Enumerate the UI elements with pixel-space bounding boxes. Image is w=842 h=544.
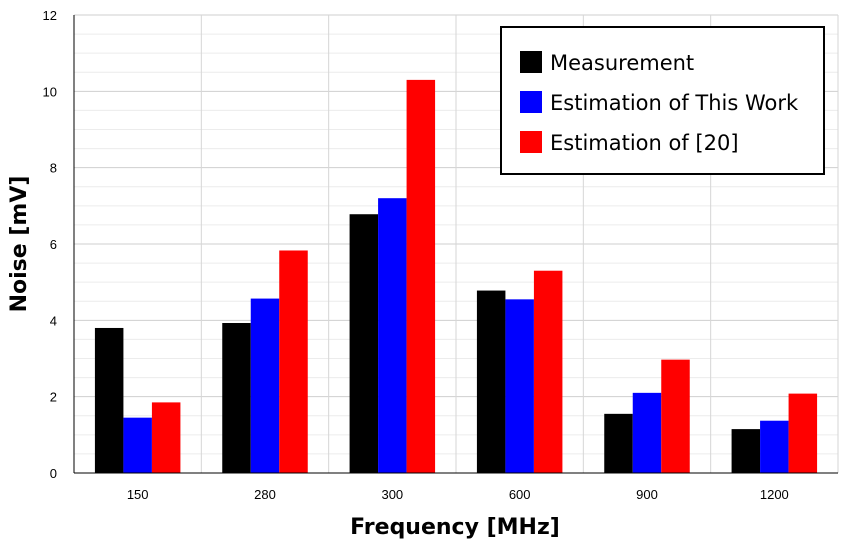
legend-label: Measurement <box>550 51 694 75</box>
y-tick-label: 2 <box>50 390 57 405</box>
legend-swatch <box>520 131 542 153</box>
y-tick-label: 0 <box>50 466 57 481</box>
legend-swatch <box>520 51 542 73</box>
bar <box>349 214 379 474</box>
x-tick-label: 300 <box>381 487 403 502</box>
legend-label: Estimation of [20] <box>550 131 739 155</box>
bar <box>661 359 690 473</box>
x-tick-label: 280 <box>254 487 276 502</box>
legend-label: Estimation of This Work <box>550 91 799 115</box>
axes <box>73 15 838 474</box>
x-tick-label: 150 <box>127 487 149 502</box>
bar <box>406 79 436 473</box>
x-axis-title: Frequency [MHz] <box>350 515 560 540</box>
bar <box>250 298 280 473</box>
x-tick-label: 900 <box>636 487 658 502</box>
y-tick-label: 4 <box>50 313 57 328</box>
y-tick-label: 6 <box>50 237 57 252</box>
legend-box <box>500 26 825 175</box>
y-tick-labels: 0 2 4 6 8 10 12 <box>43 8 57 481</box>
bar <box>533 270 563 473</box>
y-tick-label: 12 <box>43 8 57 23</box>
x-tick-labels: 150 280 300 600 900 1200 <box>127 487 789 502</box>
bar <box>123 417 152 473</box>
bar <box>604 413 633 473</box>
bar <box>151 402 181 473</box>
bar <box>632 392 662 473</box>
legend-swatch <box>520 91 542 113</box>
bar <box>788 393 818 473</box>
bar <box>760 420 789 473</box>
bar <box>378 198 407 473</box>
bar <box>94 327 124 473</box>
y-tick-label: 8 <box>50 161 57 176</box>
y-tick-label: 10 <box>43 84 57 99</box>
bar <box>279 250 308 473</box>
x-tick-label: 1200 <box>760 487 789 502</box>
y-axis-title: Noise [mV] <box>7 176 32 313</box>
bar <box>222 323 251 473</box>
x-tick-label: 600 <box>509 487 531 502</box>
bar <box>476 290 506 473</box>
bar <box>731 429 761 473</box>
legend: Measurement Estimation of This Work Estima… <box>500 26 825 175</box>
bars <box>94 79 818 474</box>
bar <box>505 299 534 473</box>
